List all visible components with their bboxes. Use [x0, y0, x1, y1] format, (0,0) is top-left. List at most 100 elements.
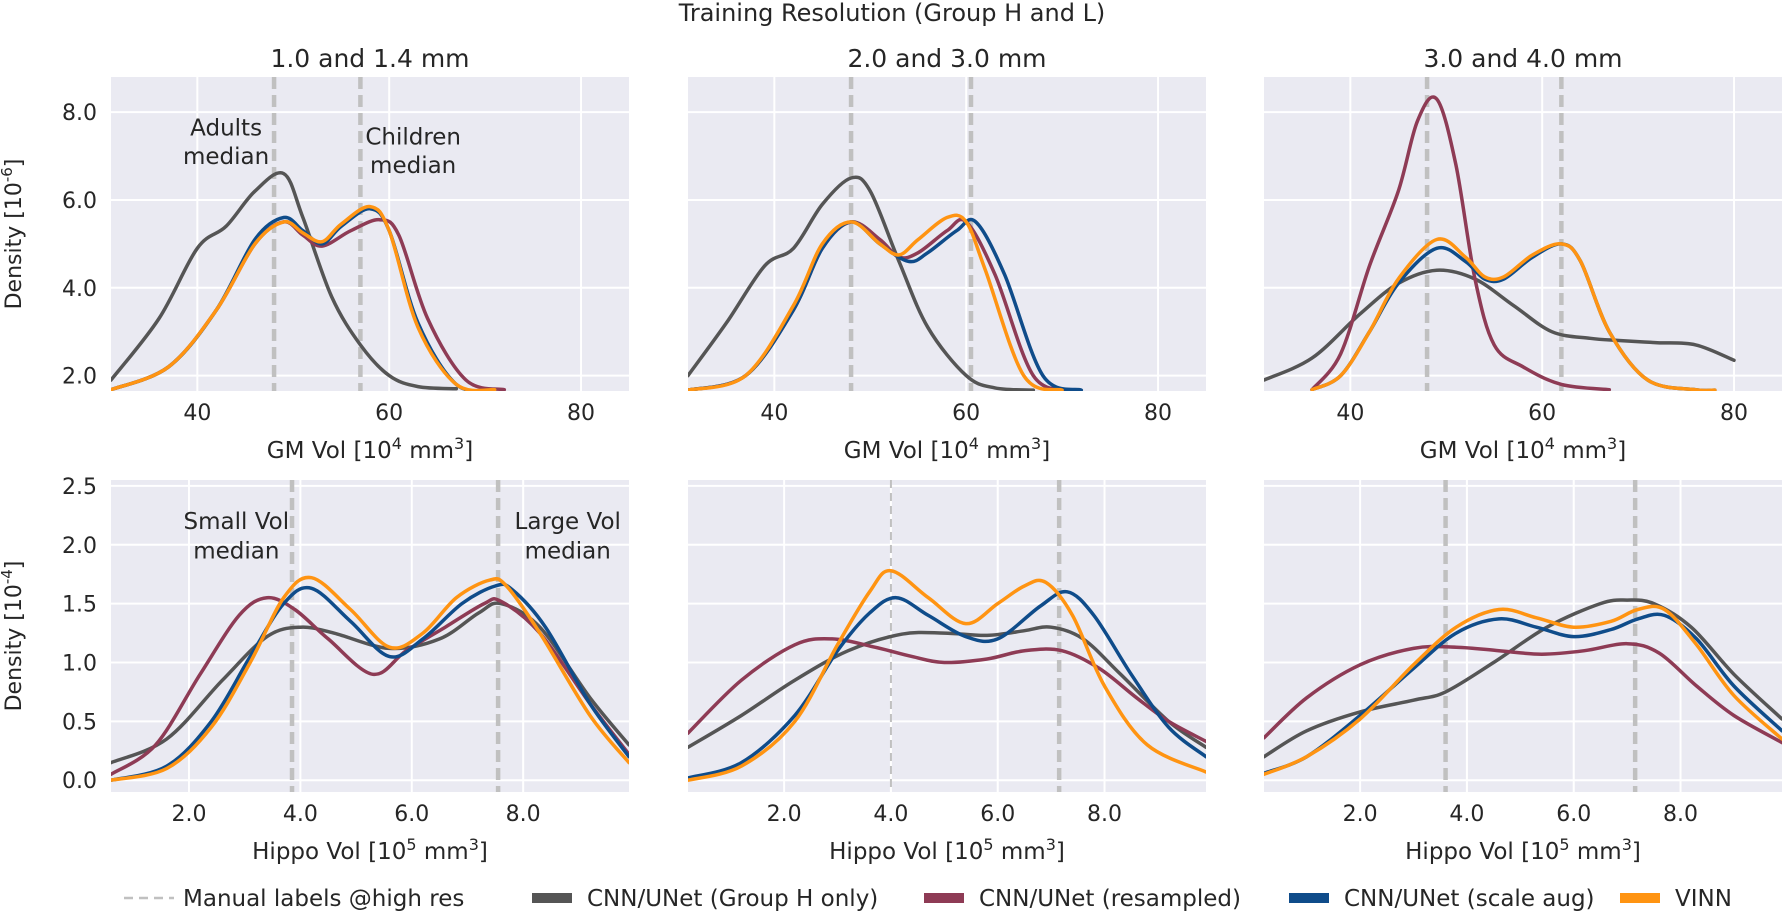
- x-tick-label: 4.0: [873, 802, 908, 827]
- x-tick-label: 60: [1528, 401, 1556, 426]
- legend-swatch: [924, 893, 964, 903]
- y-tick-label: 2.0: [62, 534, 97, 559]
- x-tick-label: 8.0: [1087, 802, 1122, 827]
- legend-label: CNN/UNet (scale aug): [1344, 886, 1595, 912]
- plot-area: [688, 480, 1206, 792]
- plot-area: [1264, 77, 1782, 391]
- x-axis-label-exponent: 5: [983, 835, 993, 854]
- x-tick-label: 6.0: [1556, 802, 1591, 827]
- x-axis-label-exponent: 4: [392, 434, 402, 453]
- legend-item-scale_aug: CNN/UNet (scale aug): [1289, 886, 1595, 912]
- series-line-group_h: [1264, 268, 1736, 382]
- legend-label: VINN: [1675, 886, 1732, 912]
- x-axis-label-part: ]: [1632, 839, 1641, 865]
- x-tick-label: 2.0: [767, 802, 802, 827]
- legend-label: Manual labels @high res: [183, 886, 464, 912]
- x-axis-label-part: mm: [1570, 839, 1622, 865]
- x-axis-label-exponent: 3: [454, 434, 464, 453]
- series-line-scale_aug: [688, 217, 1084, 391]
- series-group: [111, 575, 629, 782]
- legend: Manual labels @high res CNN/UNet (Group H…: [124, 886, 1732, 912]
- series-line-resampled: [1310, 95, 1612, 391]
- y-axis-label-part: [10: [2, 584, 27, 621]
- series-group: [1264, 95, 1736, 391]
- y-tick-label: 4.0: [62, 277, 97, 302]
- series-line-group_h: [688, 625, 1206, 750]
- series-group: [111, 171, 507, 391]
- figure-title: Training Resolution (Group H and L): [678, 0, 1106, 27]
- panel-hippo-1: 2.0 4.0 6.0 8.0 Hippo Vol [105 mm3]: [688, 480, 1206, 865]
- panel-title: 1.0 and 1.4 mm: [270, 44, 469, 73]
- panel-title: 2.0 and 3.0 mm: [847, 44, 1046, 73]
- series-line-resampled: [688, 636, 1206, 744]
- x-axis-label-part: ]: [1617, 438, 1626, 464]
- x-axis-label-exponent: 3: [1046, 835, 1056, 854]
- legend-swatch: [1289, 893, 1329, 903]
- x-tick-label: 40: [760, 401, 788, 426]
- x-axis-label: Hippo Vol [105 mm3]: [829, 835, 1065, 865]
- x-axis-label-exponent: 3: [1622, 835, 1632, 854]
- series-group: [1264, 598, 1782, 777]
- y-axis-label-part: Density: [2, 226, 27, 310]
- y-tick-label: 0.0: [62, 769, 97, 794]
- y-tick-label: 2.5: [62, 475, 97, 500]
- series-line-vinn: [688, 568, 1206, 782]
- median-annotation: median: [183, 144, 269, 170]
- median-annotation: Adults: [190, 116, 262, 142]
- x-axis-label-part: Hippo Vol [10: [829, 839, 983, 865]
- panel-gm-0: 1.0 and 1.4 mm 40 60 80 2.0 4.0 6.0 8.0 GM Vol […: [62, 44, 629, 464]
- y-axis-label-part: ]: [2, 561, 27, 570]
- x-tick-label: 8.0: [1663, 802, 1698, 827]
- x-axis-label-part: ]: [464, 438, 473, 464]
- y-axis-label: Density [10-4]: [0, 561, 27, 712]
- x-axis-label-part: GM Vol [10: [844, 438, 969, 464]
- x-axis-label-exponent: 3: [1031, 434, 1041, 453]
- x-tick-label: 80: [567, 401, 595, 426]
- x-tick-label: 40: [183, 401, 211, 426]
- y-tick-label: 1.0: [62, 651, 97, 676]
- x-axis-label: Hippo Vol [105 mm3]: [252, 835, 488, 865]
- y-axis-label-part: [10: [2, 182, 27, 219]
- x-axis-label-part: GM Vol [10: [1420, 438, 1545, 464]
- x-axis-label-exponent: 3: [1607, 434, 1617, 453]
- panel-hippo-2: 2.0 4.0 6.0 8.0 Hippo Vol [105 mm3]: [1264, 480, 1782, 865]
- series-line-group_h: [688, 175, 1036, 391]
- x-axis-label-part: Hippo Vol [10: [1405, 839, 1559, 865]
- y-axis-label: Density [10-6]: [0, 159, 27, 310]
- series-line-vinn: [1310, 237, 1717, 391]
- series-group: [688, 568, 1206, 782]
- median-annotation: Large Vol: [515, 509, 621, 535]
- x-axis-label-exponent: 5: [406, 835, 416, 854]
- x-tick-label: 60: [952, 401, 980, 426]
- row-labels: Density [10-6]Density [10-4]: [0, 159, 27, 712]
- panels: 1.0 and 1.4 mm 40 60 80 2.0 4.0 6.0 8.0 GM Vol […: [62, 44, 1782, 865]
- y-axis-label-part: ]: [2, 159, 27, 168]
- x-tick-label: 6.0: [980, 802, 1015, 827]
- median-annotation: median: [370, 153, 456, 179]
- series-line-vinn: [688, 213, 1064, 391]
- y-axis-label-exponent: -4: [0, 569, 16, 584]
- legend-label: CNN/UNet (resampled): [979, 886, 1241, 912]
- x-tick-label: 4.0: [283, 802, 318, 827]
- x-axis-label-part: mm: [994, 839, 1046, 865]
- legend-label: CNN/UNet (Group H only): [587, 886, 878, 912]
- x-axis-label-part: Hippo Vol [10: [252, 839, 406, 865]
- plot-area: [688, 77, 1206, 391]
- legend-swatch: [532, 893, 572, 903]
- x-axis-label: Hippo Vol [105 mm3]: [1405, 835, 1641, 865]
- panel-gm-1: 2.0 and 3.0 mm 40 60 80 GM Vol [104 mm3]: [688, 44, 1206, 464]
- series-line-group_h: [1264, 598, 1782, 759]
- series-line-vinn: [111, 204, 497, 391]
- x-tick-label: 6.0: [394, 802, 429, 827]
- legend-item-resampled: CNN/UNet (resampled): [924, 886, 1241, 912]
- x-tick-label: 8.0: [506, 802, 541, 827]
- x-tick-label: 80: [1144, 401, 1172, 426]
- x-tick-label: 2.0: [1343, 802, 1378, 827]
- x-tick-label: 80: [1720, 401, 1748, 426]
- median-annotation: Small Vol: [184, 509, 290, 535]
- y-tick-label: 2.0: [62, 365, 97, 390]
- panel-title: 3.0 and 4.0 mm: [1423, 44, 1622, 73]
- median-annotation: median: [525, 539, 611, 565]
- y-axis-label-part: [2, 621, 27, 628]
- series-line-group_h: [111, 171, 459, 391]
